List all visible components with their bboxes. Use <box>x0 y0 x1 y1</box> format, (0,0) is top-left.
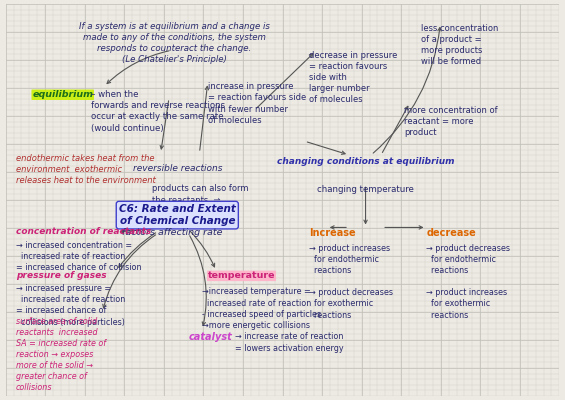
Text: surface area of solid
reactants  increased
SA = increased rate of
reaction → exp: surface area of solid reactants increase… <box>16 317 106 392</box>
Text: C6: Rate and Extent
of Chemical Change: C6: Rate and Extent of Chemical Change <box>119 204 236 226</box>
Text: – when the
forwards and reverse reactions
occur at exactly the same rate
(would : – when the forwards and reverse reaction… <box>92 90 225 132</box>
Text: more concentration of
reactant = more
product: more concentration of reactant = more pr… <box>405 106 498 137</box>
Text: changing conditions at equilibrium: changing conditions at equilibrium <box>277 157 454 166</box>
Text: Increase: Increase <box>309 228 356 238</box>
Text: reversible reactions: reversible reactions <box>133 164 222 172</box>
Text: less concentration
of a product =
more products
will be formed: less concentration of a product = more p… <box>421 24 498 66</box>
Text: equilibrium: equilibrium <box>32 90 93 99</box>
Text: endothermic takes heat from the
environment  exothermic
releases heat to the env: endothermic takes heat from the environm… <box>16 154 155 185</box>
Text: → product decreases
  for endothermic
  reactions

→ product increases
  for exo: → product decreases for endothermic reac… <box>427 244 510 320</box>
Text: If a system is at equilibrium and a change is
made to any of the conditions, the: If a system is at equilibrium and a chan… <box>79 22 270 64</box>
Text: → increased pressure =
  increased rate of reaction
= increased chance of
  coll: → increased pressure = increased rate of… <box>16 284 125 326</box>
Text: → product increases
  for endothermic
  reactions

→ product decreases
  for exo: → product increases for endothermic reac… <box>309 244 393 320</box>
Text: decrease: decrease <box>427 228 476 238</box>
Text: temperature: temperature <box>208 271 275 280</box>
Text: → increase rate of reaction
= lowers activation energy: → increase rate of reaction = lowers act… <box>236 332 344 352</box>
Text: pressure of gases: pressure of gases <box>16 271 106 280</box>
Text: → increased concentration =
  increased rate of reaction
= increased chance of c: → increased concentration = increased ra… <box>16 241 141 272</box>
Text: →increased temperature =
  increased rate of reaction
- increased speed of parti: →increased temperature = increased rate … <box>202 288 321 330</box>
Text: decrease in pressure
= reaction favours
side with
larger number
of molecules: decrease in pressure = reaction favours … <box>309 51 397 104</box>
Text: products can also form
the reactants  ⇌: products can also form the reactants ⇌ <box>153 184 249 204</box>
Text: changing temperature: changing temperature <box>317 185 414 194</box>
Text: increase in pressure
= reaction favours side
with fewer number
of molecules: increase in pressure = reaction favours … <box>208 82 306 125</box>
Text: factors affecting rate: factors affecting rate <box>121 228 222 237</box>
Text: catalyst: catalyst <box>188 332 232 342</box>
Text: concentration of reactants: concentration of reactants <box>16 228 151 236</box>
